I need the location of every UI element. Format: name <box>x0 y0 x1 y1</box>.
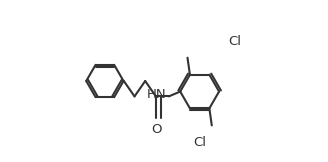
Text: Cl: Cl <box>228 35 241 48</box>
Text: Cl: Cl <box>193 136 206 149</box>
Text: HN: HN <box>147 88 167 101</box>
Text: O: O <box>151 123 162 136</box>
